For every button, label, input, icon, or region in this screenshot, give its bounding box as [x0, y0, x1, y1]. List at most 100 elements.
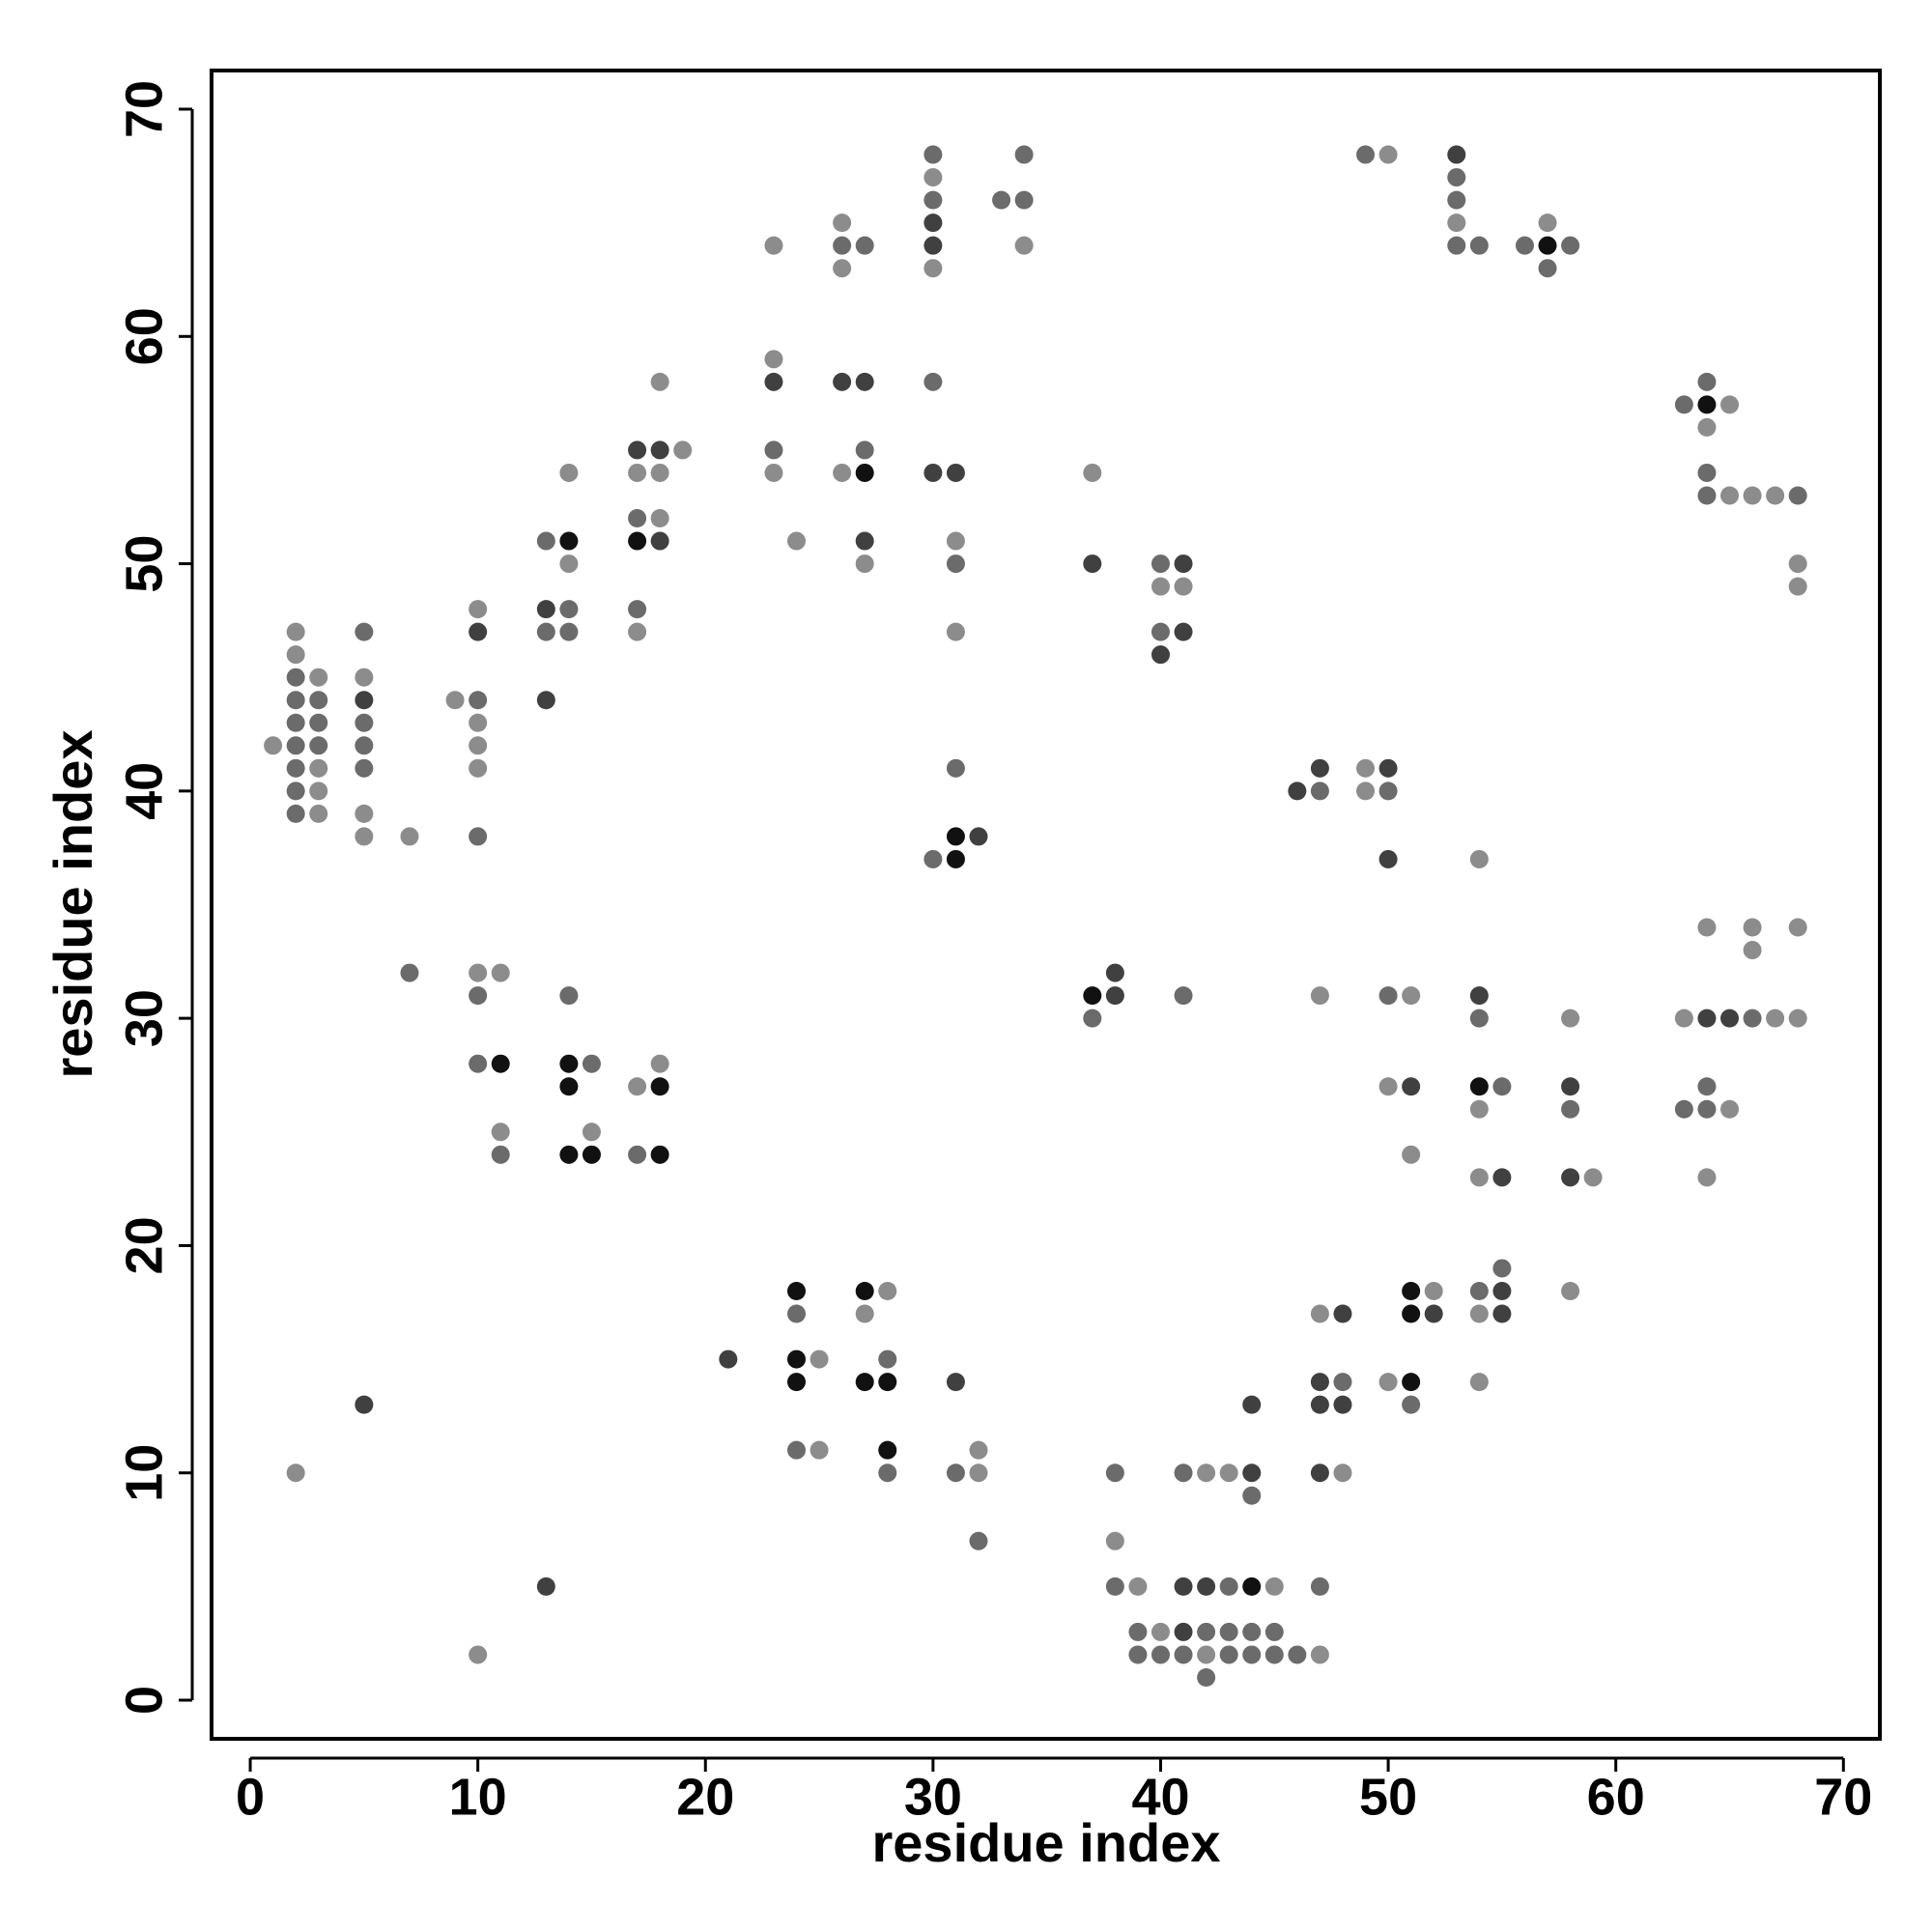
x-tick-label: 10: [449, 1768, 507, 1826]
point: [1264, 1577, 1284, 1596]
point: [1174, 1645, 1193, 1664]
point: [1310, 758, 1329, 778]
point: [1674, 1099, 1693, 1119]
point: [719, 1350, 738, 1369]
point: [628, 463, 647, 482]
point: [1788, 486, 1807, 505]
point: [1197, 1645, 1216, 1664]
point: [1788, 918, 1807, 937]
point: [400, 963, 419, 982]
point: [1242, 1486, 1262, 1505]
point: [286, 758, 305, 778]
point: [1469, 1168, 1489, 1187]
point: [1242, 1395, 1262, 1414]
point: [309, 713, 328, 732]
point: [1492, 1077, 1512, 1096]
point: [946, 1463, 965, 1483]
point: [1788, 577, 1807, 596]
point: [1378, 1077, 1398, 1096]
point: [559, 1145, 579, 1164]
y-tick-label: 10: [115, 1444, 173, 1502]
point: [1333, 1395, 1352, 1414]
point: [855, 554, 874, 574]
point: [1356, 781, 1376, 801]
point: [833, 213, 852, 233]
point: [1264, 1622, 1284, 1641]
point: [1492, 1168, 1512, 1187]
point: [1447, 190, 1466, 210]
point: [1197, 1667, 1216, 1687]
point: [1697, 372, 1717, 391]
point: [946, 758, 965, 778]
point: [1538, 259, 1557, 278]
point: [469, 691, 488, 710]
point: [469, 1054, 488, 1073]
point: [536, 600, 555, 619]
point: [1697, 918, 1717, 937]
point: [559, 554, 579, 574]
point: [764, 440, 783, 460]
point: [855, 531, 874, 551]
point: [309, 691, 328, 710]
point: [1174, 1463, 1193, 1483]
point: [1743, 486, 1762, 505]
point: [1105, 986, 1124, 1006]
point: [1469, 1099, 1489, 1119]
point: [1151, 577, 1170, 596]
point: [1788, 554, 1807, 574]
point: [1561, 236, 1580, 255]
point: [469, 758, 488, 778]
point: [1674, 1009, 1693, 1028]
point: [1788, 1009, 1807, 1028]
point: [628, 622, 647, 641]
point: [491, 1145, 510, 1164]
y-tick-label: 0: [115, 1686, 173, 1715]
point: [878, 1281, 897, 1300]
point: [628, 440, 647, 460]
point: [810, 1440, 829, 1460]
point: [355, 736, 374, 755]
point: [1197, 1622, 1216, 1641]
point: [1128, 1577, 1148, 1596]
point: [1378, 849, 1398, 868]
point: [1105, 1577, 1124, 1596]
point: [1743, 941, 1762, 960]
point: [764, 463, 783, 482]
point: [355, 827, 374, 846]
point: [1333, 1304, 1352, 1323]
y-tick-label: 60: [115, 307, 173, 365]
point: [286, 804, 305, 823]
point: [1538, 236, 1557, 255]
point: [855, 463, 874, 482]
point: [1402, 1281, 1421, 1300]
point: [1151, 1622, 1170, 1641]
point: [286, 668, 305, 687]
point: [969, 1440, 988, 1460]
point: [1378, 1373, 1398, 1392]
point: [628, 1077, 647, 1096]
point: [1561, 1281, 1580, 1300]
point: [855, 1304, 874, 1323]
point: [923, 145, 943, 164]
point: [1310, 1304, 1329, 1323]
point: [309, 736, 328, 755]
x-tick-label: 70: [1814, 1768, 1872, 1826]
point: [1492, 1304, 1512, 1323]
point: [1288, 781, 1307, 801]
point: [1356, 145, 1376, 164]
point: [1469, 1281, 1489, 1300]
point: [1561, 1077, 1580, 1096]
point: [1105, 963, 1124, 982]
point: [536, 531, 555, 551]
point: [1174, 986, 1193, 1006]
point: [1174, 1577, 1193, 1596]
point: [1719, 395, 1739, 414]
point: [628, 1145, 647, 1164]
point: [1174, 1622, 1193, 1641]
point: [559, 600, 579, 619]
point: [286, 691, 305, 710]
point: [1424, 1281, 1443, 1300]
point: [1697, 417, 1717, 437]
y-tick-label: 70: [115, 80, 173, 138]
